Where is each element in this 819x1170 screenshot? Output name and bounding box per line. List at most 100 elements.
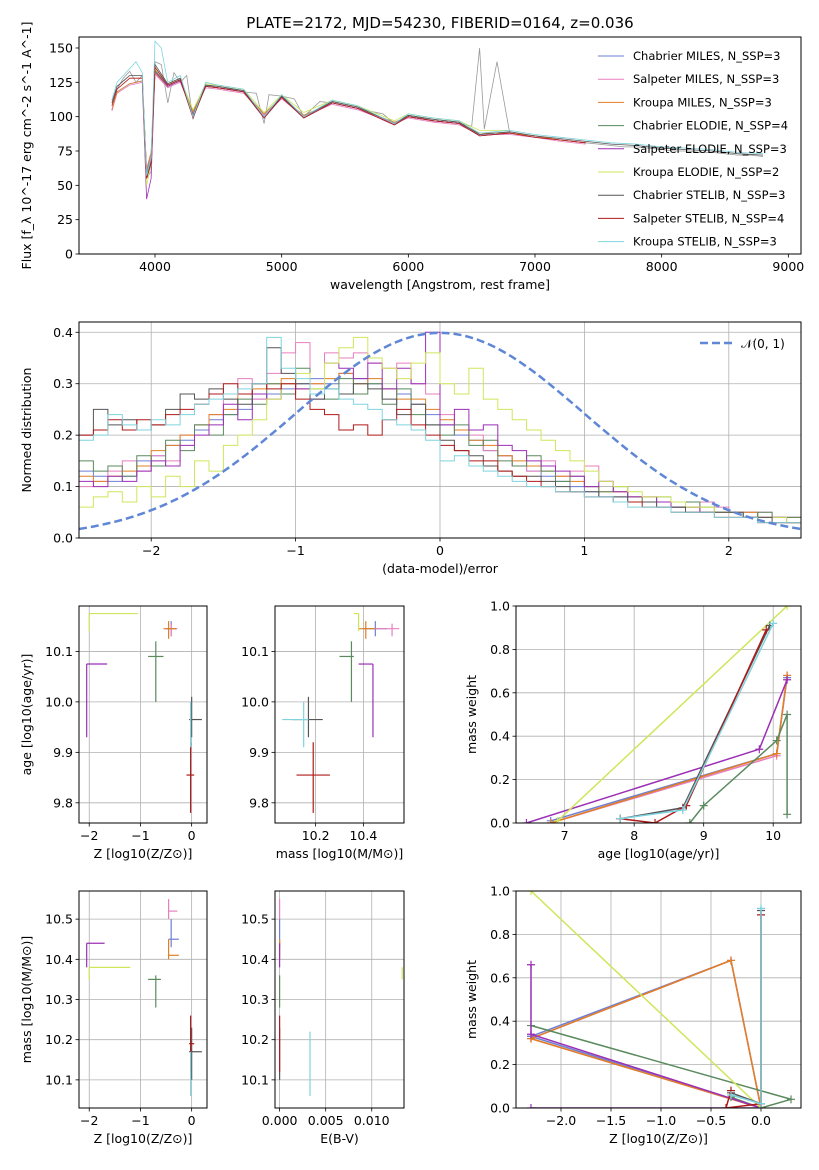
- legend-label: Kroupa STELIB, N_SSP=3: [633, 235, 777, 249]
- x-tick-label: 2: [725, 543, 733, 558]
- x-tick-label: 0: [188, 828, 196, 843]
- series-line: [111, 40, 764, 176]
- series-line: [530, 959, 762, 1108]
- x-axis-label: Z [log10(Z/Z⊙)]: [94, 1131, 193, 1146]
- x-tick-label: −2: [142, 543, 160, 558]
- y-tick-label: 10.2: [45, 1032, 73, 1047]
- y-tick-label: 10.2: [241, 1032, 269, 1047]
- legend-label: Chabrier MILES, N_SSP=3: [633, 49, 780, 63]
- series-line: [730, 908, 762, 1105]
- histogram-step: [79, 336, 801, 524]
- y-tick-label: 0.6: [490, 685, 510, 700]
- x-tick-label: 8000: [646, 259, 678, 274]
- plus-marker: [651, 819, 660, 823]
- plot-frame: [78, 321, 802, 539]
- x-axis-label: wavelength [Angstrom, rest frame]: [330, 277, 550, 292]
- x-tick-label: 10.2: [302, 828, 330, 843]
- panel-mass_weight_vs_Z: −2.0 −1.5 −1.0 −0.5 0.0 0.0 0.2 0.4 0.6 0.8 1.0 Z […: [464, 884, 802, 1146]
- x-tick-label: 9000: [772, 259, 804, 274]
- plus-marker: [783, 606, 792, 610]
- y-axis-label: Flux [f_λ 10^-17 erg cm^-2 s^-1 A^-1]: [19, 22, 34, 270]
- x-tick-label: −2: [80, 1113, 98, 1128]
- legend: 𝒩(0, 1): [700, 337, 785, 351]
- y-axis-label: mass [log10(M/M⊙)]: [19, 936, 34, 1064]
- x-axis-label: age [log10(age/yr)]: [598, 846, 720, 861]
- x-tick-label: 0.000: [262, 1113, 298, 1128]
- y-tick-label: 0.8: [490, 927, 510, 942]
- plus-marker: [772, 736, 781, 745]
- y-tick-label: 10.1: [45, 1072, 73, 1087]
- plus-marker: [678, 805, 687, 814]
- y-tick-label: 100: [49, 109, 73, 124]
- y-tick-label: 0.2: [53, 428, 73, 443]
- y-tick-label: 0.2: [490, 1057, 510, 1072]
- x-axis-label: mass [log10(M/M⊙)]: [276, 846, 404, 861]
- series-line: [550, 675, 788, 823]
- data-point: [186, 742, 195, 813]
- legend-label: Chabrier ELODIE, N_SSP=4: [633, 119, 788, 133]
- plus-marker: [772, 749, 781, 758]
- x-tick-label: 7: [561, 828, 569, 843]
- y-tick-label: 9.9: [249, 745, 269, 760]
- plus-marker: [783, 810, 792, 819]
- plus-marker: [522, 819, 531, 823]
- y-axis-label: age [log10(age/yr)]: [19, 654, 34, 776]
- x-tick-label: −1.5: [596, 1113, 626, 1128]
- legend-label: Kroupa MILES, N_SSP=3: [633, 95, 772, 109]
- y-tick-label: 0.4: [490, 729, 510, 744]
- series-line: [530, 891, 762, 1108]
- x-tick-label: −2: [80, 828, 98, 843]
- y-tick-label: 0: [65, 247, 73, 262]
- panel-spectrum: 4000 5000 6000 7000 8000 9000 0 25 50 75 100 125 150…: [19, 14, 804, 292]
- histogram-step: [79, 383, 801, 524]
- y-axis-label: Normed distribution: [19, 368, 34, 493]
- x-tick-label: 9: [700, 828, 708, 843]
- plus-marker: [727, 956, 735, 965]
- y-tick-label: 10.1: [241, 644, 269, 659]
- series-line: [526, 679, 788, 823]
- plot-frame: [78, 36, 802, 255]
- y-tick-label: 9.9: [53, 745, 73, 760]
- x-tick-label: −0.5: [696, 1113, 726, 1128]
- data-point: [291, 696, 323, 738]
- plus-marker: [722, 1104, 730, 1108]
- plus-marker: [553, 816, 562, 823]
- plus-marker: [527, 891, 535, 895]
- x-tick-label: −1.0: [646, 1113, 676, 1128]
- data-point: [353, 612, 360, 632]
- plus-marker: [769, 619, 778, 628]
- x-tick-label: 5000: [266, 259, 298, 274]
- x-tick-label: −2.0: [546, 1113, 576, 1128]
- y-axis-label: mass weight: [464, 675, 479, 754]
- series-line: [530, 959, 762, 1108]
- plot-frame: [78, 890, 208, 1109]
- y-tick-label: 10.1: [45, 644, 73, 659]
- series-line: [141, 67, 510, 186]
- y-tick-label: 125: [49, 75, 73, 90]
- plus-marker: [727, 1090, 735, 1099]
- plus-marker: [527, 960, 535, 969]
- x-axis-label: Z [log10(Z/Z⊙)]: [94, 846, 193, 861]
- x-tick-label: 6000: [392, 259, 424, 274]
- plus-marker: [616, 814, 625, 823]
- series-line: [730, 910, 762, 1105]
- panel-residuals: −2 −1 0 1 2 0.0 0.1 0.2 0.3 0.4 (data-model)/error…: [19, 321, 802, 576]
- y-tick-label: 10.4: [45, 952, 73, 967]
- series-line: [111, 66, 586, 179]
- panel-age_vs_Z: −2 −1 0 9.8 9.9 10.0 10.1 Z [log10(Z/Z⊙)] age [l…: [19, 605, 208, 861]
- data-point: [168, 899, 178, 920]
- panel-age_vs_mass: 10.2 10.4 9.8 9.9 10.0 10.1 mass [log10(M/M⊙)]: [241, 605, 405, 861]
- y-tick-label: 0.8: [490, 642, 510, 657]
- data-point: [168, 939, 179, 960]
- data-point: [148, 975, 161, 1008]
- x-tick-label: 0: [188, 1113, 196, 1128]
- plot-frame: [78, 605, 208, 824]
- x-tick-label: 0.010: [354, 1113, 390, 1128]
- plus-marker: [757, 1099, 765, 1108]
- y-tick-label: 50: [57, 178, 73, 193]
- y-tick-label: 10.3: [241, 992, 269, 1007]
- legend-label: Salpeter STELIB, N_SSP=4: [633, 211, 784, 225]
- y-tick-label: 9.8: [249, 795, 269, 810]
- data-point: [282, 701, 309, 748]
